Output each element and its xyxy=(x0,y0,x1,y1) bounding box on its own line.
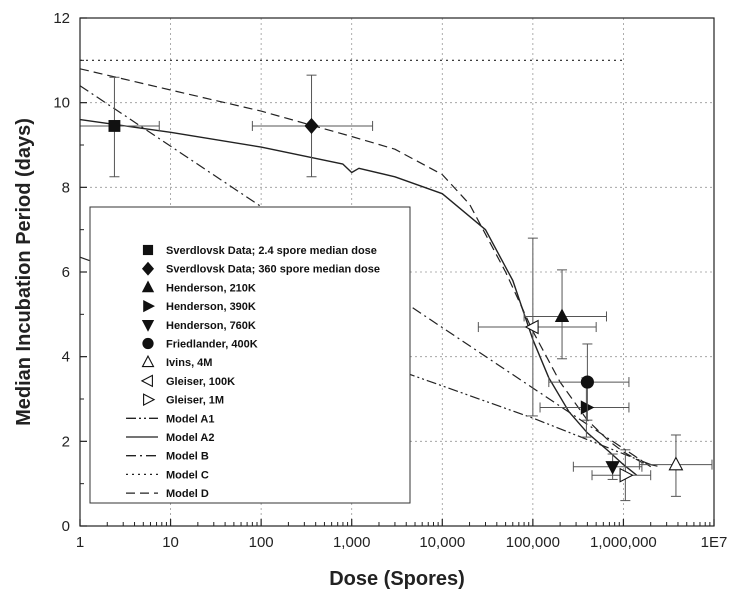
x-tick-label: 1,000,000 xyxy=(590,534,657,551)
data-point xyxy=(591,449,652,502)
legend-item: Model A2 xyxy=(126,432,215,444)
x-tick-label: 10,000 xyxy=(419,534,465,551)
legend-item: Sverdlovsk Data; 360 spore median dose xyxy=(141,261,380,276)
legend-item: Gleiser, 1M xyxy=(143,393,224,407)
y-tick-label: 2 xyxy=(62,433,70,450)
y-tick-label: 4 xyxy=(62,349,70,366)
point-marker-triangle-right-open xyxy=(619,467,634,483)
legend-label: Henderson, 390K xyxy=(166,301,256,313)
series-model-a1 xyxy=(79,256,651,466)
legend-item: Gleiser, 100K xyxy=(140,374,235,388)
legend-item: Ivins, 4M xyxy=(141,354,212,369)
y-tick-label: 8 xyxy=(62,179,70,196)
legend-marker-triangle-right xyxy=(143,299,155,313)
legend-box xyxy=(89,206,411,504)
legend-label: Ivins, 4M xyxy=(166,357,212,369)
legend-marker-diamond xyxy=(141,261,155,276)
legend-item: Model A1 xyxy=(126,413,215,425)
point-marker-square xyxy=(108,120,121,132)
legend-marker-triangle-up-open xyxy=(141,354,155,368)
x-tick-label: 1E7 xyxy=(701,534,728,551)
point-marker-triangle-down xyxy=(605,461,620,475)
legend-marker-circle xyxy=(142,337,154,350)
x-tick-label: 1,000 xyxy=(333,534,371,551)
y-tick-label: 10 xyxy=(53,95,70,112)
legend-label: Henderson, 760K xyxy=(166,320,256,332)
x-tick-label: 100,000 xyxy=(506,534,560,551)
series-model-d xyxy=(79,68,660,468)
legend-item: Henderson, 760K xyxy=(141,319,256,332)
legend-item: Model C xyxy=(126,469,209,481)
legend-marker-triangle-up xyxy=(141,280,155,293)
y-tick-label: 0 xyxy=(62,518,70,535)
legend-label: Gleiser, 100K xyxy=(166,376,235,388)
x-tick-label: 1 xyxy=(76,534,84,551)
point-marker-triangle-up-open xyxy=(668,456,684,471)
legend-label: Model A1 xyxy=(166,413,215,425)
legend-label: Model B xyxy=(166,451,209,463)
legend-label: Model A2 xyxy=(166,432,215,444)
legend-item: Henderson, 390K xyxy=(143,299,256,313)
y-tick-label: 12 xyxy=(53,10,70,27)
legend-marker-triangle-left-open xyxy=(140,374,153,388)
x-axis-title: Dose (Spores) xyxy=(329,568,465,590)
legend-item: Sverdlovsk Data; 2.4 spore median dose xyxy=(142,244,377,257)
data-point xyxy=(477,237,597,417)
x-tick-label: 10 xyxy=(162,534,179,551)
legend: Sverdlovsk Data; 2.4 spore median dose Sv… xyxy=(89,206,411,504)
legend-label: Gleiser, 1M xyxy=(166,395,224,407)
data-point xyxy=(638,434,713,497)
data-point xyxy=(523,269,607,360)
axis-ticks: 1 10 100 1,000 10,000 100,000 1,000,000 1E7 0 2 4 6… xyxy=(53,10,727,551)
data-points xyxy=(79,74,713,502)
legend-marker-triangle-right-open xyxy=(143,393,156,407)
x-tick-label: 100 xyxy=(249,534,274,551)
legend-item: Friedlander, 400K xyxy=(142,337,258,351)
y-tick-label: 6 xyxy=(62,264,70,281)
legend-label: Henderson, 210K xyxy=(166,282,256,294)
point-marker-triangle-left-open xyxy=(524,319,539,335)
legend-item: Model B xyxy=(126,451,209,463)
legend-item: Henderson, 210K xyxy=(141,280,256,294)
legend-marker-triangle-down xyxy=(141,319,155,332)
legend-label: Model C xyxy=(166,469,209,481)
point-marker-triangle-up xyxy=(554,308,570,323)
legend-label: Friedlander, 400K xyxy=(166,339,258,351)
series-model-a2 xyxy=(79,118,638,476)
y-axis-title: Median Incubation Period (days) xyxy=(13,118,35,426)
legend-item: Model D xyxy=(126,488,209,500)
data-point xyxy=(548,343,630,421)
point-marker-circle xyxy=(580,375,594,389)
data-point xyxy=(251,74,374,178)
legend-label: Sverdlovsk Data; 360 spore median dose xyxy=(166,264,380,276)
legend-label: Model D xyxy=(166,488,209,500)
point-marker-diamond xyxy=(304,117,319,135)
legend-label: Sverdlovsk Data; 2.4 spore median dose xyxy=(166,245,377,257)
legend-marker-square xyxy=(142,244,154,256)
